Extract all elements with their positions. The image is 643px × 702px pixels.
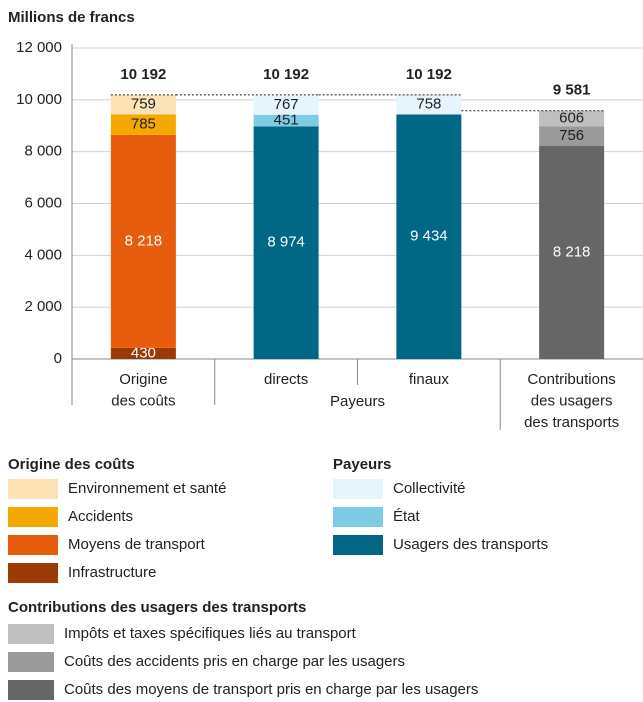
legend-label: Environnement et santé [68, 480, 226, 497]
legend-title: Origine des coûts [8, 456, 135, 473]
bar-segment [396, 94, 462, 115]
bar-segment [539, 146, 605, 359]
x-tick-label: directs [264, 371, 308, 388]
data-label: 8 218 [125, 232, 163, 249]
y-tick-label: 6 000 [24, 194, 62, 211]
legend-label: Accidents [68, 508, 133, 525]
legend-swatch [8, 563, 58, 583]
bar-segment [253, 114, 319, 127]
data-label: 785 [131, 116, 156, 133]
total-label: 9 581 [553, 82, 591, 99]
bar-segment [539, 126, 605, 147]
bar-segment [110, 134, 176, 348]
y-axis-title: Millions de francs [8, 9, 135, 26]
legend-label: Coûts des moyens de transport pris en ch… [64, 681, 478, 698]
x-tick-label: Contributions des usagers des transports [524, 371, 619, 431]
data-label: 8 218 [553, 243, 591, 260]
legend-title: Payeurs [333, 456, 391, 473]
x-tick-label: Origine des coûts [111, 371, 175, 410]
total-label: 10 192 [120, 66, 166, 83]
legend-label: Coûts des accidents pris en charge par l… [64, 653, 405, 670]
legend-title: Contributions des usagers des transports [8, 599, 306, 616]
total-label: 10 192 [406, 66, 452, 83]
legend-label: Collectivité [393, 480, 466, 497]
data-label: 8 974 [267, 234, 305, 251]
legend-swatch [8, 680, 54, 700]
legend-swatch [8, 507, 58, 527]
data-label: 430 [131, 344, 156, 361]
y-tick-label: 10 000 [16, 91, 62, 108]
data-label: 451 [274, 112, 299, 129]
data-label: 767 [274, 96, 299, 113]
y-tick-label: 4 000 [24, 246, 62, 263]
bar-segment [253, 126, 319, 360]
y-tick-label: 0 [54, 350, 62, 367]
bar-segment [539, 110, 605, 127]
bar-segment [253, 94, 319, 115]
legend-swatch [8, 652, 54, 672]
legend-label: État [393, 508, 421, 525]
data-label: 9 434 [410, 228, 448, 245]
data-label: 606 [559, 110, 584, 127]
bar-segment [110, 94, 176, 115]
y-tick-label: 8 000 [24, 143, 62, 160]
legend-swatch [333, 479, 383, 499]
legend-swatch [333, 507, 383, 527]
total-label: 10 192 [263, 66, 309, 83]
bar-segment [110, 347, 176, 359]
legend-label: Impôts et taxes spécifiques liés au tran… [64, 625, 357, 642]
bar-segment [110, 114, 176, 135]
y-tick-label: 2 000 [24, 298, 62, 315]
legend-swatch [333, 535, 383, 555]
legend-swatch [8, 624, 54, 644]
legend-label: Moyens de transport [68, 536, 206, 553]
legend-label: Usagers des transports [393, 536, 548, 553]
data-label: 758 [416, 96, 441, 113]
x-tick-label: finaux [409, 371, 450, 388]
bar-segment [396, 114, 462, 359]
legend-swatch [8, 535, 58, 555]
data-label: 756 [559, 127, 584, 144]
x-group-label: Payeurs [330, 393, 385, 410]
data-label: 759 [131, 96, 156, 113]
legend-label: Infrastructure [68, 564, 156, 581]
y-tick-label: 12 000 [16, 39, 62, 56]
legend-swatch [8, 479, 58, 499]
